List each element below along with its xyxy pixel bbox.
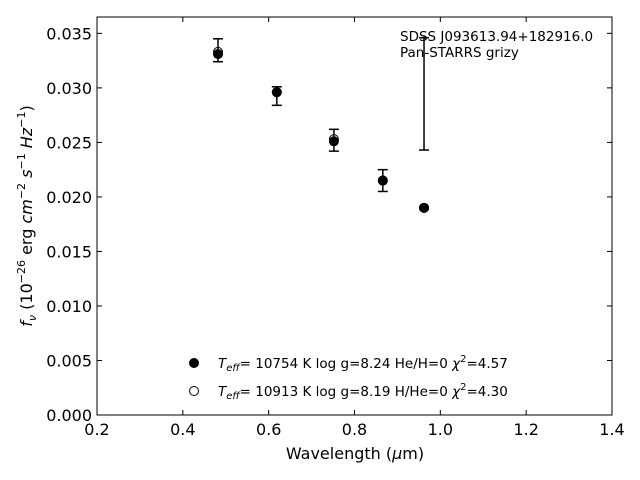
legend-entry-2: Teff= 10913 K log g=8.19 H/He=0 χ2=4.30 [218, 382, 508, 402]
y-tick-label: 0.005 [46, 351, 92, 370]
photometry-label: Pan-STARRS grizy [400, 45, 519, 61]
x-tick-label: 1.2 [513, 420, 538, 439]
model-point-open [419, 202, 430, 213]
model-point-open [377, 175, 388, 186]
x-tick-label: 0.8 [342, 420, 367, 439]
y-tick-label: 0.030 [46, 79, 92, 98]
x-tick-label: 0.2 [84, 420, 109, 439]
y-tick-label: 0.010 [46, 297, 92, 316]
object-name-label: SDSS J093613.94+182916.0 [400, 29, 593, 45]
y-tick-label: 0.020 [46, 188, 92, 207]
model-point-open [328, 134, 339, 145]
y-tick-label: 0.035 [46, 24, 92, 43]
legend-marker-filled [189, 358, 199, 368]
x-axis-label: Wavelength (μm) [286, 444, 424, 463]
observed-errorbars [213, 36, 430, 193]
y-tick-label: 0.025 [46, 133, 92, 152]
model-point-open [213, 46, 224, 57]
x-tick-label: 1.0 [428, 420, 453, 439]
x-tick-label: 0.6 [256, 420, 281, 439]
y-axis-label: fν (10−26 erg cm−2 s−1 Hz−1) [15, 105, 39, 326]
legend-entry-1: Teff= 10754 K log g=8.24 He/H=0 χ2=4.57 [218, 354, 508, 374]
model-point-filled [328, 136, 339, 147]
legend-marker-open [189, 386, 199, 396]
y-tick-label: 0.000 [46, 406, 92, 425]
x-tick-label: 0.4 [170, 420, 195, 439]
model-point-filled [213, 49, 224, 60]
model-point-open [271, 87, 282, 98]
legend: Teff= 10754 K log g=8.24 He/H=0 χ2=4.57 … [189, 354, 508, 402]
errorbar [419, 36, 430, 151]
x-axis-ticks: 0.2 0.4 0.6 0.8 1.0 1.2 1.4 [84, 17, 625, 439]
model-markers [213, 46, 430, 213]
y-tick-label: 0.015 [46, 242, 92, 261]
y-axis-ticks: 0.000 0.005 0.010 0.015 0.020 0.025 0.030 0.035 [46, 24, 612, 425]
x-tick-label: 1.4 [599, 420, 624, 439]
